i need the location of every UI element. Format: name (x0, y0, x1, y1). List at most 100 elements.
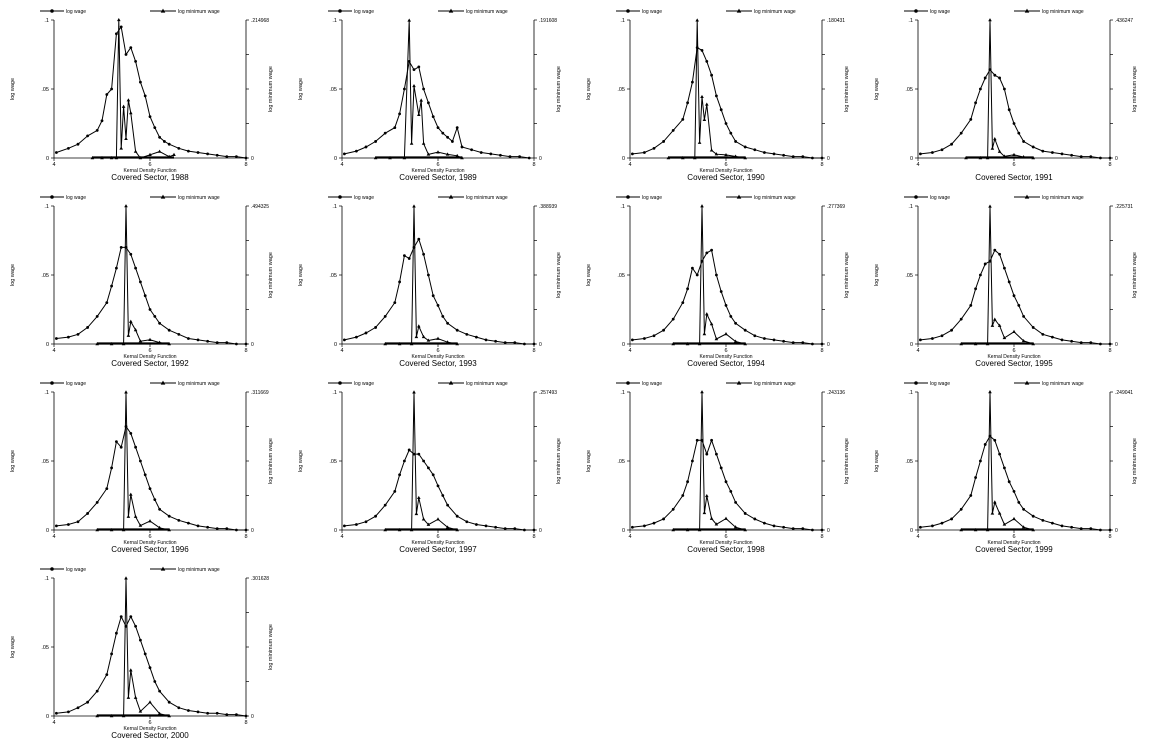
legend-label-wage: log wage (66, 567, 86, 573)
chart-panel: log wage log minimum wage 0.05.1 4 6 8 0.49432… (0, 186, 280, 372)
point-wage (235, 155, 238, 159)
point-minwage (117, 17, 121, 22)
point-minwage (133, 328, 138, 332)
point-wage (215, 711, 219, 715)
point-wage (974, 476, 977, 479)
point-minwage (705, 312, 709, 316)
point-wage (643, 524, 646, 528)
point-minwage (714, 152, 719, 156)
y-tick-label: .05 (329, 87, 337, 93)
point-wage (374, 140, 377, 143)
point-wage (364, 520, 368, 524)
point-wage (1051, 335, 1054, 339)
point-minwage (445, 340, 450, 344)
legend-marker-triangle (160, 380, 166, 385)
series-line-wage (56, 425, 246, 531)
point-wage (417, 237, 421, 241)
y-tick-label: .1 (44, 204, 49, 210)
point-minwage (109, 156, 114, 160)
x-tick-label: 4 (916, 348, 919, 354)
point-minwage (138, 156, 143, 160)
point-wage (139, 80, 142, 84)
point-minwage (100, 156, 104, 160)
point-wage (993, 73, 997, 77)
point-wage (403, 254, 406, 258)
point-wage (86, 700, 89, 704)
point-wage (503, 341, 507, 345)
x-tick-label: 8 (820, 348, 823, 354)
point-wage (158, 689, 162, 693)
legend-label-minwage: log minimum wage (178, 381, 220, 387)
y-axis-title: log wage (586, 78, 592, 100)
y2-tick-label: 0 (1115, 528, 1118, 534)
point-minwage (997, 323, 1002, 327)
legend: log wage log minimum wage (616, 380, 796, 387)
y-axis-title: log wage (298, 264, 304, 286)
point-wage (67, 146, 70, 150)
point-wage (499, 153, 502, 157)
x-axis-title: Kernal Density Function (987, 354, 1040, 360)
y2-axis-title: log minimum wage (556, 66, 562, 112)
point-minwage (157, 340, 162, 344)
series-line-wage (920, 249, 1110, 345)
y2-axis-title: log minimum wage (268, 624, 274, 670)
point-minwage (1002, 522, 1007, 526)
point-minwage (121, 104, 126, 108)
point-minwage (397, 528, 402, 532)
point-wage (940, 148, 944, 152)
y-axis-title: log wage (586, 264, 592, 286)
x-tick-label: 8 (244, 348, 247, 354)
point-minwage (702, 332, 707, 336)
point-wage (969, 303, 973, 307)
point-wage (206, 152, 210, 156)
point-wage (355, 335, 358, 339)
point-minwage (700, 390, 704, 394)
point-minwage (693, 156, 697, 160)
point-minwage (383, 528, 387, 532)
point-wage (1108, 528, 1112, 532)
x-tick-label: 8 (532, 348, 535, 354)
point-minwage (167, 714, 171, 718)
point-wage (983, 443, 987, 446)
legend: log wage log minimum wage (328, 8, 508, 15)
y-tick-label: .1 (908, 390, 913, 396)
x-axis-title: Kernal Density Function (699, 540, 752, 546)
point-wage (753, 334, 757, 338)
point-wage (225, 155, 229, 159)
point-wage (919, 152, 922, 156)
point-wage (215, 527, 219, 531)
point-wage (355, 149, 358, 153)
y2-axis-title: log minimum wage (556, 438, 562, 484)
legend-marker-triangle (736, 380, 742, 385)
point-wage (1051, 521, 1054, 525)
point-minwage (148, 519, 152, 523)
point-wage (139, 638, 142, 642)
point-minwage (109, 714, 114, 718)
point-wage (446, 321, 449, 325)
point-minwage (124, 136, 128, 140)
point-minwage (129, 111, 133, 115)
x-axis-title: Kernal Density Function (699, 354, 752, 360)
legend-marker-circle (914, 195, 918, 199)
point-wage (479, 151, 483, 154)
point-wage (1108, 342, 1112, 346)
point-wage (931, 337, 934, 340)
point-minwage (426, 522, 431, 526)
x-tick-label: 4 (52, 534, 55, 540)
chart-panel: log wage log minimum wage 0.05.1 4 6 8 0.21496… (0, 0, 280, 186)
point-wage (105, 673, 109, 676)
point-wage (167, 142, 171, 146)
point-minwage (414, 334, 419, 339)
point-minwage (681, 156, 685, 160)
point-wage (143, 473, 147, 477)
point-minwage (993, 317, 997, 321)
y-tick-label: .1 (332, 390, 337, 396)
point-minwage (709, 516, 714, 520)
point-wage (763, 151, 766, 154)
point-wage (631, 338, 634, 342)
point-wage (465, 332, 469, 336)
point-minwage (709, 148, 714, 152)
point-wage (513, 527, 517, 531)
point-wage (153, 680, 157, 683)
y-axis-title: log wage (874, 450, 880, 472)
